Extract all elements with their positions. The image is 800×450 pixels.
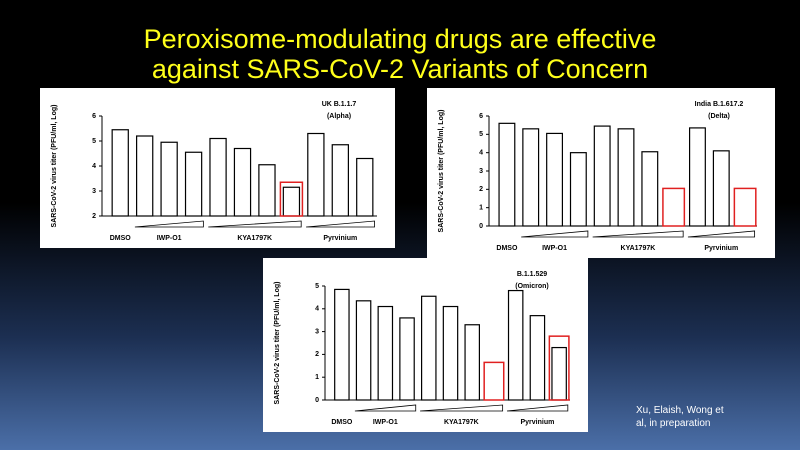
y-tick-label: 1 bbox=[315, 374, 319, 381]
dose-triangle bbox=[687, 230, 756, 238]
annotation: India B.1.617.2 bbox=[695, 101, 744, 108]
x-group-label: KYA1797K bbox=[444, 419, 479, 426]
annotation: (Delta) bbox=[708, 113, 730, 120]
x-group-label: IWP-O1 bbox=[157, 235, 182, 242]
bar bbox=[356, 157, 374, 217]
y-tick-label: 3 bbox=[479, 168, 483, 175]
y-tick-label: 4 bbox=[92, 163, 96, 170]
chart-panel: 0 1 2 3 4 5 6 SARS-CoV-2 virus titer (PFU/ml, L… bbox=[427, 88, 775, 258]
bar bbox=[233, 147, 252, 217]
bar bbox=[334, 288, 350, 401]
bar bbox=[160, 141, 178, 217]
annotation: UK B.1.1.7 bbox=[322, 101, 357, 108]
bar bbox=[551, 346, 567, 401]
bar bbox=[569, 152, 587, 227]
x-group-label: DMSO bbox=[331, 419, 353, 426]
y-tick-label: 3 bbox=[92, 188, 96, 195]
highlight-box bbox=[733, 187, 757, 227]
y-tick-label: 2 bbox=[315, 351, 319, 358]
dose-triangle bbox=[306, 220, 375, 228]
highlight-box bbox=[548, 335, 570, 401]
annotation: B.1.1.529 bbox=[517, 271, 547, 278]
slide-title: Peroxisome-modulating drugs are effectiv… bbox=[143, 24, 657, 54]
x-group-label: KYA1797K bbox=[621, 245, 656, 252]
y-tick-label: 3 bbox=[315, 328, 319, 335]
bar bbox=[307, 132, 325, 217]
slide-title: against SARS-CoV-2 Variants of Concern bbox=[151, 54, 649, 84]
bar bbox=[593, 125, 611, 227]
dose-triangle bbox=[354, 404, 417, 412]
y-tick-label: 5 bbox=[92, 138, 96, 145]
bar bbox=[421, 295, 437, 401]
bar bbox=[522, 128, 540, 227]
bar bbox=[184, 151, 203, 217]
bar bbox=[136, 135, 154, 217]
y-tick-label: 0 bbox=[315, 397, 319, 404]
x-group-label: IWP-O1 bbox=[373, 419, 398, 426]
y-tick-label: 5 bbox=[479, 131, 483, 138]
bar bbox=[355, 300, 372, 401]
highlight-box bbox=[662, 187, 686, 227]
citation: al, in preparation bbox=[636, 418, 711, 429]
bar bbox=[377, 305, 394, 401]
dose-triangle bbox=[506, 404, 569, 412]
bar bbox=[331, 144, 349, 217]
bar bbox=[688, 127, 706, 227]
dose-triangle bbox=[208, 220, 302, 228]
x-group-label: DMSO bbox=[110, 235, 132, 242]
bar bbox=[399, 317, 415, 401]
bar bbox=[282, 186, 301, 217]
x-group-label: IWP-O1 bbox=[542, 245, 567, 252]
y-axis-label: SARS-CoV-2 virus titer (PFU/ml, Log) bbox=[438, 110, 445, 233]
dose-triangle bbox=[420, 404, 504, 412]
y-tick-label: 2 bbox=[479, 186, 483, 193]
annotation: (Alpha) bbox=[327, 113, 351, 120]
bar bbox=[712, 150, 730, 227]
dose-triangle bbox=[521, 230, 589, 238]
y-tick-label: 6 bbox=[479, 113, 483, 120]
y-tick-label: 5 bbox=[315, 283, 319, 290]
y-tick-label: 6 bbox=[92, 113, 96, 120]
bar bbox=[258, 164, 276, 217]
dose-triangle bbox=[134, 220, 204, 228]
citation: Xu, Elaish, Wong et bbox=[636, 405, 724, 416]
highlight-box bbox=[483, 361, 505, 401]
y-tick-label: 0 bbox=[479, 223, 483, 230]
annotation: (Omicron) bbox=[515, 283, 548, 290]
x-group-label: Pyrvinium bbox=[704, 245, 738, 252]
highlight-box bbox=[279, 181, 304, 217]
x-group-label: KYA1797K bbox=[237, 235, 272, 242]
y-tick-label: 4 bbox=[315, 306, 319, 313]
x-group-label: Pyrvinium bbox=[520, 419, 554, 426]
y-tick-label: 1 bbox=[479, 205, 483, 212]
bar bbox=[507, 289, 524, 401]
y-axis-label: SARS-CoV-2 virus titer (PFU/ml, Log) bbox=[51, 105, 58, 228]
bar bbox=[498, 122, 516, 227]
x-group-label: DMSO bbox=[496, 245, 518, 252]
chart-panel: 2 3 4 5 6 SARS-CoV-2 virus titer (PFU/ml, Log… bbox=[40, 88, 395, 248]
x-group-label: Pyrvinium bbox=[323, 235, 357, 242]
bar bbox=[442, 305, 459, 401]
bar bbox=[464, 324, 480, 401]
y-axis-label: SARS-CoV-2 virus titer (PFU/ml, Log) bbox=[274, 282, 281, 405]
bar bbox=[641, 151, 659, 227]
chart-panel: 0 1 2 3 4 5 SARS-CoV-2 virus titer (PFU/ml, Lo… bbox=[263, 258, 588, 432]
bar bbox=[209, 137, 227, 217]
bar bbox=[546, 132, 564, 227]
bar bbox=[529, 315, 546, 401]
bar bbox=[111, 129, 129, 217]
y-tick-label: 4 bbox=[479, 150, 483, 157]
y-tick-label: 2 bbox=[92, 213, 96, 220]
bar bbox=[617, 128, 635, 227]
dose-triangle bbox=[592, 230, 684, 238]
